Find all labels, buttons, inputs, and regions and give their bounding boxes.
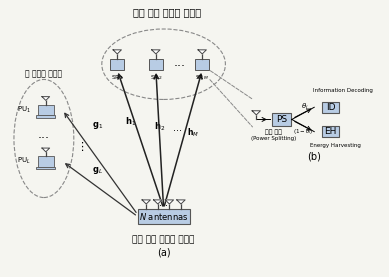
FancyBboxPatch shape [272,113,291,126]
FancyBboxPatch shape [138,209,190,224]
Text: $\mathbf{h}_2$: $\mathbf{h}_2$ [154,121,165,133]
FancyBboxPatch shape [195,58,209,70]
FancyBboxPatch shape [38,105,54,115]
FancyBboxPatch shape [149,58,163,70]
Polygon shape [42,148,50,152]
Text: $\mathbf{g}_1$: $\mathbf{g}_1$ [92,120,103,131]
Text: ...: ... [173,123,182,133]
Polygon shape [113,50,121,54]
Text: $N$ antennas: $N$ antennas [139,211,188,222]
Text: ...: ... [174,56,186,69]
Text: 기 사용자 단말기: 기 사용자 단말기 [25,69,63,78]
Text: (Power Splitting): (Power Splitting) [251,136,296,141]
Text: 전력 분할: 전력 분할 [265,129,282,135]
Polygon shape [198,50,207,54]
Polygon shape [177,200,185,204]
Polygon shape [152,50,160,54]
Text: (a): (a) [157,248,170,258]
FancyBboxPatch shape [38,156,54,167]
Polygon shape [165,200,173,204]
Text: PU$_1$: PU$_1$ [17,105,31,115]
Text: Information Decoding: Information Decoding [313,88,373,93]
Text: PU$_L$: PU$_L$ [17,156,31,166]
Polygon shape [42,97,50,101]
Polygon shape [154,200,162,204]
FancyBboxPatch shape [322,102,339,113]
Text: 무선 인지 사용자 수신기: 무선 인지 사용자 수신기 [133,7,202,17]
Text: SR$_M$: SR$_M$ [195,73,209,82]
Text: SR$_1$: SR$_1$ [111,73,124,82]
Text: (b): (b) [307,152,321,162]
Polygon shape [252,111,261,115]
FancyBboxPatch shape [36,167,55,169]
Text: $\theta_i$: $\theta_i$ [301,102,308,112]
Text: ⋮: ⋮ [76,142,87,152]
Text: ID: ID [326,103,335,112]
Text: 무선 인지 사용자 송신기: 무선 인지 사용자 송신기 [132,235,195,244]
Text: Energy Harvesting: Energy Harvesting [310,143,361,148]
Text: $\mathbf{g}_L$: $\mathbf{g}_L$ [93,165,103,176]
Text: $\mathbf{h}_1$: $\mathbf{h}_1$ [125,115,137,128]
FancyBboxPatch shape [36,115,55,118]
Text: $(1-\theta_i)$: $(1-\theta_i)$ [293,127,314,136]
FancyBboxPatch shape [322,126,339,137]
Text: ...: ... [38,128,50,141]
Text: EH: EH [324,127,336,136]
Text: PS: PS [276,115,287,124]
Text: ...: ... [159,198,168,208]
FancyBboxPatch shape [110,58,124,70]
Polygon shape [142,200,151,204]
Text: SR$_2$: SR$_2$ [149,73,162,82]
Text: $\mathbf{h}_M$: $\mathbf{h}_M$ [187,127,198,139]
